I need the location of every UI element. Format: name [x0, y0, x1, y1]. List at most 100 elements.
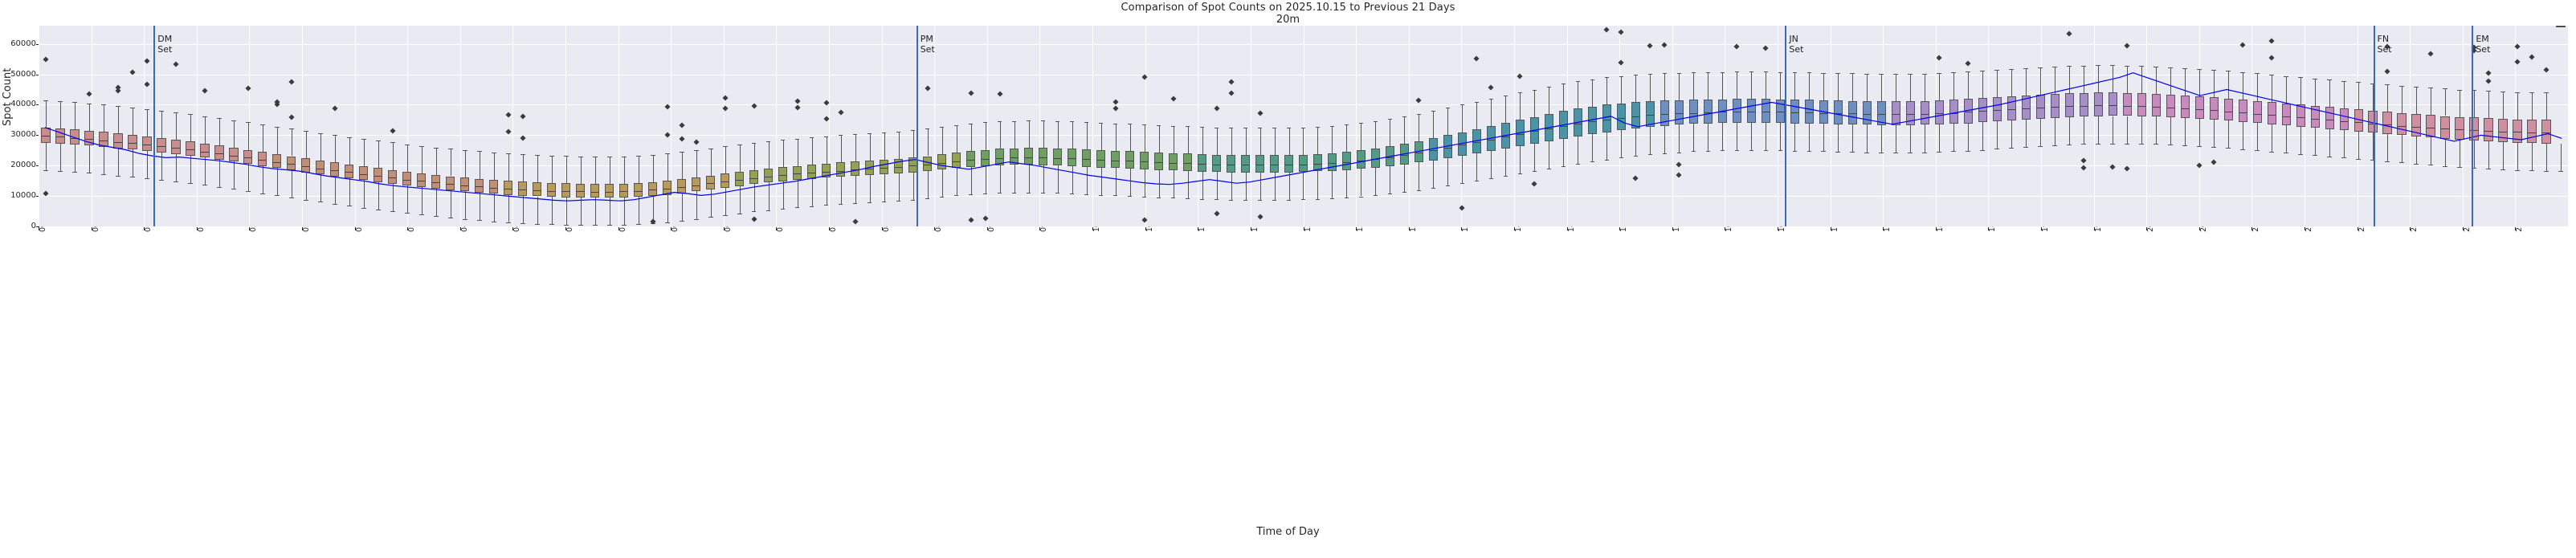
- boxplot-median-line: [851, 169, 859, 171]
- boxplot-whisker-upper: [2546, 92, 2547, 120]
- boxplot-median-line: [302, 165, 310, 167]
- boxplot-median-line: [1025, 157, 1033, 158]
- boxplot-cap-upper: [419, 145, 424, 147]
- boxplot-box: [1659, 26, 1669, 226]
- boxplot-cap-lower: [1185, 198, 1190, 200]
- boxplot-whisker-lower: [276, 168, 278, 196]
- boxplot-cap-upper: [304, 131, 308, 132]
- boxplot-iqr-rect: [2137, 93, 2146, 116]
- boxplot-box: [1992, 26, 2002, 226]
- boxplot-box: [128, 26, 137, 226]
- boxplot-whisker-upper: [276, 126, 278, 154]
- boxplot-iqr-rect: [1457, 132, 1467, 157]
- boxplot-whisker-lower: [1592, 134, 1594, 162]
- boxplot-cap-lower: [260, 193, 265, 194]
- boxplot-whisker-upper: [739, 145, 741, 173]
- boxplot-whisker-lower: [1881, 124, 1883, 153]
- boxplot-box: [923, 26, 933, 226]
- boxplot-box: [2541, 26, 2551, 226]
- boxplot-iqr-rect: [1602, 104, 1611, 132]
- boxplot-whisker-upper: [2488, 91, 2490, 119]
- boxplot-cap-upper: [997, 121, 1002, 123]
- boxplot-cap-lower: [2081, 144, 2086, 145]
- boxplot-box: [1732, 26, 1741, 226]
- boxplot-iqr-rect: [880, 160, 889, 174]
- boxplot-whisker-upper: [898, 131, 900, 159]
- boxplot-whisker-lower: [2517, 142, 2519, 170]
- boxplot-iqr-rect: [1385, 146, 1395, 166]
- boxplot-iqr-rect: [345, 164, 354, 179]
- boxplot-iqr-rect: [619, 183, 629, 198]
- boxplot-box: [1385, 26, 1395, 226]
- boxplot-cap-lower: [2009, 148, 2014, 149]
- boxplot-whisker-upper: [2127, 65, 2129, 93]
- boxplot-whisker-upper: [2069, 66, 2071, 94]
- boxplot-box: [1515, 26, 1525, 226]
- boxplot-cap-upper: [1966, 71, 1971, 73]
- x-axis-tick-mark: [407, 227, 409, 230]
- boxplot-cap-lower: [463, 218, 467, 220]
- boxplot-whisker-lower: [59, 143, 61, 171]
- boxplot-median-line: [2383, 124, 2391, 126]
- boxplot-median-line: [1689, 112, 1697, 114]
- boxplot-whisker-upper: [1462, 104, 1464, 132]
- boxplot-cap-lower: [1662, 153, 1668, 154]
- boxplot-cap-lower: [1590, 161, 1595, 163]
- boxplot-box: [2064, 26, 2074, 226]
- boxplot-cap-lower: [722, 214, 728, 216]
- boxplot-whisker-lower: [493, 193, 495, 222]
- boxplot-cap-lower: [953, 195, 959, 197]
- boxplot-iqr-rect: [214, 145, 224, 160]
- boxplot-whisker-upper: [1115, 123, 1117, 151]
- boxplot-whisker-lower: [2532, 143, 2533, 171]
- boxplot-iqr-rect: [836, 162, 846, 177]
- boxplot-iqr-rect: [2426, 115, 2435, 138]
- boxplot-median-line: [1371, 159, 1380, 161]
- boxplot-median-line: [1530, 131, 1538, 132]
- boxplot-whisker-lower: [710, 189, 712, 218]
- boxplot-whisker-upper: [2141, 66, 2143, 94]
- boxplot-iqr-rect: [764, 169, 774, 183]
- y-axis-tick-label: 30000: [1, 130, 39, 139]
- boxplot-iqr-rect: [2513, 119, 2522, 143]
- boxplot-cap-upper: [867, 133, 872, 135]
- boxplot-cap-lower: [751, 211, 757, 213]
- boxplot-whisker-lower: [508, 194, 509, 222]
- boxplot-whisker-upper: [1679, 72, 1680, 100]
- boxplot-iqr-rect: [142, 136, 152, 152]
- boxplot-whisker-upper: [2026, 67, 2027, 96]
- boxplot-median-line: [331, 170, 339, 172]
- boxplot-whisker-lower: [2069, 117, 2071, 145]
- boxplot-whisker-lower: [522, 195, 524, 223]
- boxplot-iqr-rect: [1356, 150, 1366, 169]
- boxplot-cap-lower: [1214, 199, 1219, 201]
- boxplot-iqr-rect: [402, 171, 412, 186]
- boxplot-cap-upper: [246, 122, 251, 124]
- boxplot-cap-lower: [1720, 150, 1725, 152]
- boxplot-box: [475, 26, 484, 226]
- boxplot-iqr-rect: [2484, 118, 2493, 142]
- boxplot-iqr-rect: [2035, 94, 2045, 119]
- boxplot-whisker-lower: [1303, 172, 1304, 200]
- boxplot-cap-lower: [765, 210, 771, 211]
- boxplot-cap-upper: [2009, 68, 2014, 70]
- boxplot-cap-upper: [2067, 66, 2072, 67]
- boxplot-whisker-lower: [623, 198, 625, 226]
- boxplot-box: [894, 26, 904, 226]
- boxplot-median-line: [490, 187, 498, 189]
- boxplot-whisker-upper: [1375, 120, 1377, 149]
- boxplot-cap-lower: [852, 203, 858, 205]
- boxplot-iqr-rect: [1833, 100, 1843, 124]
- boxplot-cap-lower: [2399, 162, 2404, 164]
- boxplot-iqr-rect: [55, 128, 65, 144]
- boxplot-cap-lower: [405, 213, 410, 214]
- boxplot-iqr-rect: [1269, 155, 1280, 173]
- boxplot-whisker-lower: [551, 197, 553, 225]
- boxplot-median-line: [2210, 110, 2218, 112]
- boxplot-whisker-lower: [768, 182, 770, 210]
- boxplot-iqr-rect: [2151, 93, 2161, 117]
- boxplot-cap-lower: [2139, 143, 2144, 145]
- boxplot-cap-upper: [289, 128, 294, 130]
- boxplot-cap-upper: [347, 136, 352, 138]
- boxplot-cap-lower: [1459, 183, 1465, 185]
